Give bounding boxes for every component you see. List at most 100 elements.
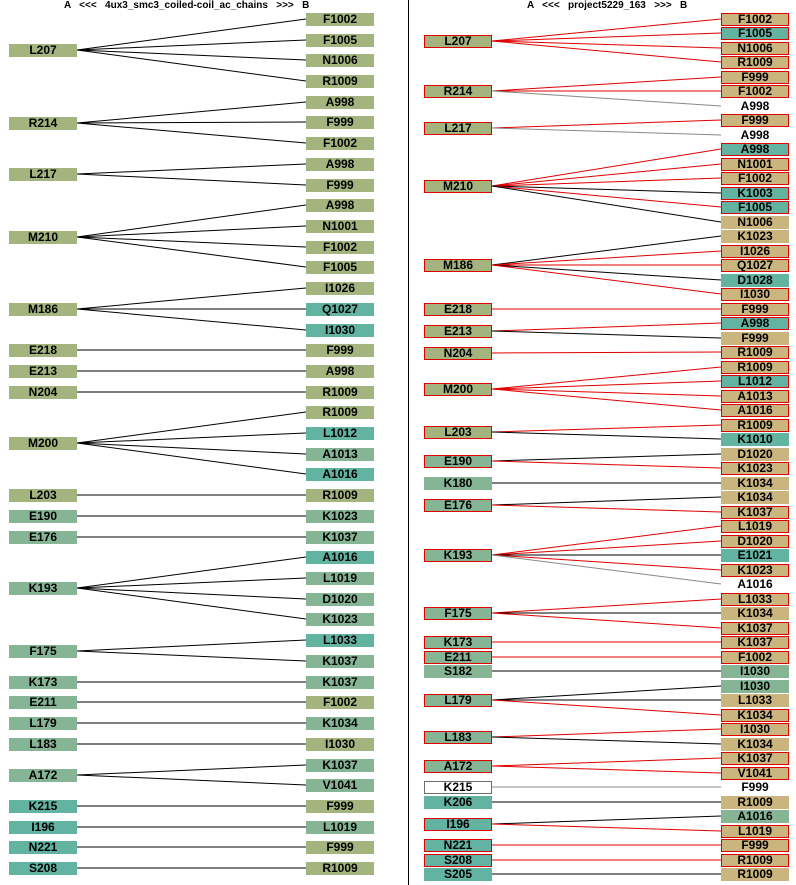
residue-node-right: F999 bbox=[721, 303, 789, 316]
residue-node-right: K1037 bbox=[721, 622, 789, 635]
residue-node-right: R1009 bbox=[721, 868, 789, 881]
contact-link bbox=[491, 185, 722, 208]
residue-node-left: E176 bbox=[424, 499, 492, 512]
residue-node-left: I196 bbox=[424, 818, 492, 831]
residue-node-left: M186 bbox=[9, 303, 77, 316]
residue-node-left: M210 bbox=[424, 180, 492, 193]
contact-link bbox=[491, 235, 722, 266]
residue-node-right: A998 bbox=[306, 96, 374, 109]
contact-link bbox=[491, 424, 722, 433]
residue-node-right: A998 bbox=[721, 317, 789, 330]
contact-link bbox=[491, 330, 722, 339]
contact-link bbox=[76, 49, 307, 61]
residue-node-left: L203 bbox=[9, 489, 77, 502]
residue-node-left: M210 bbox=[9, 231, 77, 244]
residue-node-left: K215 bbox=[424, 781, 492, 794]
residue-node-right: F1002 bbox=[306, 13, 374, 26]
residue-node-right: A1016 bbox=[721, 810, 789, 823]
residue-node-right: F999 bbox=[306, 344, 374, 357]
contact-link bbox=[491, 380, 722, 390]
contact-link bbox=[491, 32, 722, 42]
residue-node-right: I1030 bbox=[721, 723, 789, 736]
residue-node-right: R1009 bbox=[306, 489, 374, 502]
contact-link bbox=[76, 411, 307, 444]
residue-node-right: A998 bbox=[721, 100, 789, 113]
residue-node-right: L1033 bbox=[306, 634, 374, 647]
residue-node-right: I1026 bbox=[721, 245, 789, 258]
residue-node-right: A998 bbox=[306, 365, 374, 378]
residue-node-right: F1005 bbox=[721, 27, 789, 40]
contact-link bbox=[76, 442, 307, 455]
residue-node-right: L1033 bbox=[721, 694, 789, 707]
contact-link bbox=[491, 431, 722, 440]
residue-node-left: E218 bbox=[424, 303, 492, 316]
residue-node-left: I196 bbox=[9, 821, 77, 834]
residue-node-right: R1009 bbox=[306, 862, 374, 875]
residue-node-right: R1009 bbox=[306, 406, 374, 419]
residue-node-right: I1030 bbox=[721, 665, 789, 678]
residue-node-left: L203 bbox=[424, 426, 492, 439]
residue-node-right: F999 bbox=[306, 179, 374, 192]
residue-node-right: A998 bbox=[721, 143, 789, 156]
residue-node-right: I1030 bbox=[721, 680, 789, 693]
residue-node-left: L207 bbox=[424, 35, 492, 48]
residue-node-right: I1030 bbox=[306, 324, 374, 337]
residue-node-left: E211 bbox=[424, 651, 492, 664]
contact-link bbox=[491, 127, 722, 136]
contact-link bbox=[491, 388, 722, 411]
residue-node-right: K1010 bbox=[721, 433, 789, 446]
residue-node-right: N1006 bbox=[721, 216, 789, 229]
contact-link bbox=[491, 322, 722, 332]
residue-node-right: K1034 bbox=[721, 709, 789, 722]
contact-link bbox=[491, 351, 722, 354]
residue-node-right: K1037 bbox=[306, 676, 374, 689]
contact-link bbox=[491, 699, 722, 716]
residue-node-right: F999 bbox=[721, 839, 789, 852]
contact-link bbox=[76, 163, 307, 175]
residue-node-right: L1019 bbox=[721, 825, 789, 838]
contact-link bbox=[76, 587, 307, 600]
residue-node-left: S208 bbox=[424, 854, 492, 867]
panel-title-right: A <<< project5229_163 >>> B bbox=[527, 0, 688, 11]
residue-node-left: E213 bbox=[9, 365, 77, 378]
residue-node-right: A1013 bbox=[306, 448, 374, 461]
residue-node-right: F999 bbox=[721, 114, 789, 127]
residue-node-left: S208 bbox=[9, 862, 77, 875]
contact-link bbox=[76, 236, 307, 248]
residue-node-right: L1012 bbox=[306, 427, 374, 440]
residue-node-right: K1023 bbox=[721, 564, 789, 577]
residue-node-right: R1009 bbox=[721, 56, 789, 69]
residue-node-left: L179 bbox=[9, 717, 77, 730]
residue-node-right: F999 bbox=[306, 841, 374, 854]
residue-node-right: R1009 bbox=[721, 854, 789, 867]
residue-node-right: L1019 bbox=[721, 520, 789, 533]
residue-node-right: E1021 bbox=[721, 549, 789, 562]
residue-node-right: K1037 bbox=[306, 759, 374, 772]
contact-link bbox=[491, 728, 722, 738]
contact-link bbox=[76, 764, 307, 776]
residue-node-right: Q1027 bbox=[721, 259, 789, 272]
contact-link bbox=[491, 460, 722, 469]
residue-node-left: A172 bbox=[424, 760, 492, 773]
residue-node-right: L1033 bbox=[721, 593, 789, 606]
residue-node-right: D1020 bbox=[721, 448, 789, 461]
residue-node-right: F1005 bbox=[306, 261, 374, 274]
residue-node-right: R1009 bbox=[721, 346, 789, 359]
contact-link bbox=[491, 554, 722, 585]
residue-node-right: K1003 bbox=[721, 187, 789, 200]
contact-link bbox=[76, 774, 307, 786]
residue-node-right: D1020 bbox=[721, 535, 789, 548]
residue-node-right: I1026 bbox=[306, 282, 374, 295]
residue-node-left: E213 bbox=[424, 325, 492, 338]
residue-node-left: K193 bbox=[9, 582, 77, 595]
contact-link bbox=[491, 554, 722, 571]
contact-link bbox=[491, 366, 722, 390]
residue-node-right: N1001 bbox=[306, 220, 374, 233]
residue-node-right: F1002 bbox=[721, 172, 789, 185]
residue-node-right: R1009 bbox=[721, 796, 789, 809]
contact-link bbox=[76, 122, 307, 144]
contact-link bbox=[491, 540, 722, 556]
residue-node-left: L207 bbox=[9, 44, 77, 57]
residue-node-right: D1028 bbox=[721, 274, 789, 287]
residue-node-left: M200 bbox=[9, 437, 77, 450]
